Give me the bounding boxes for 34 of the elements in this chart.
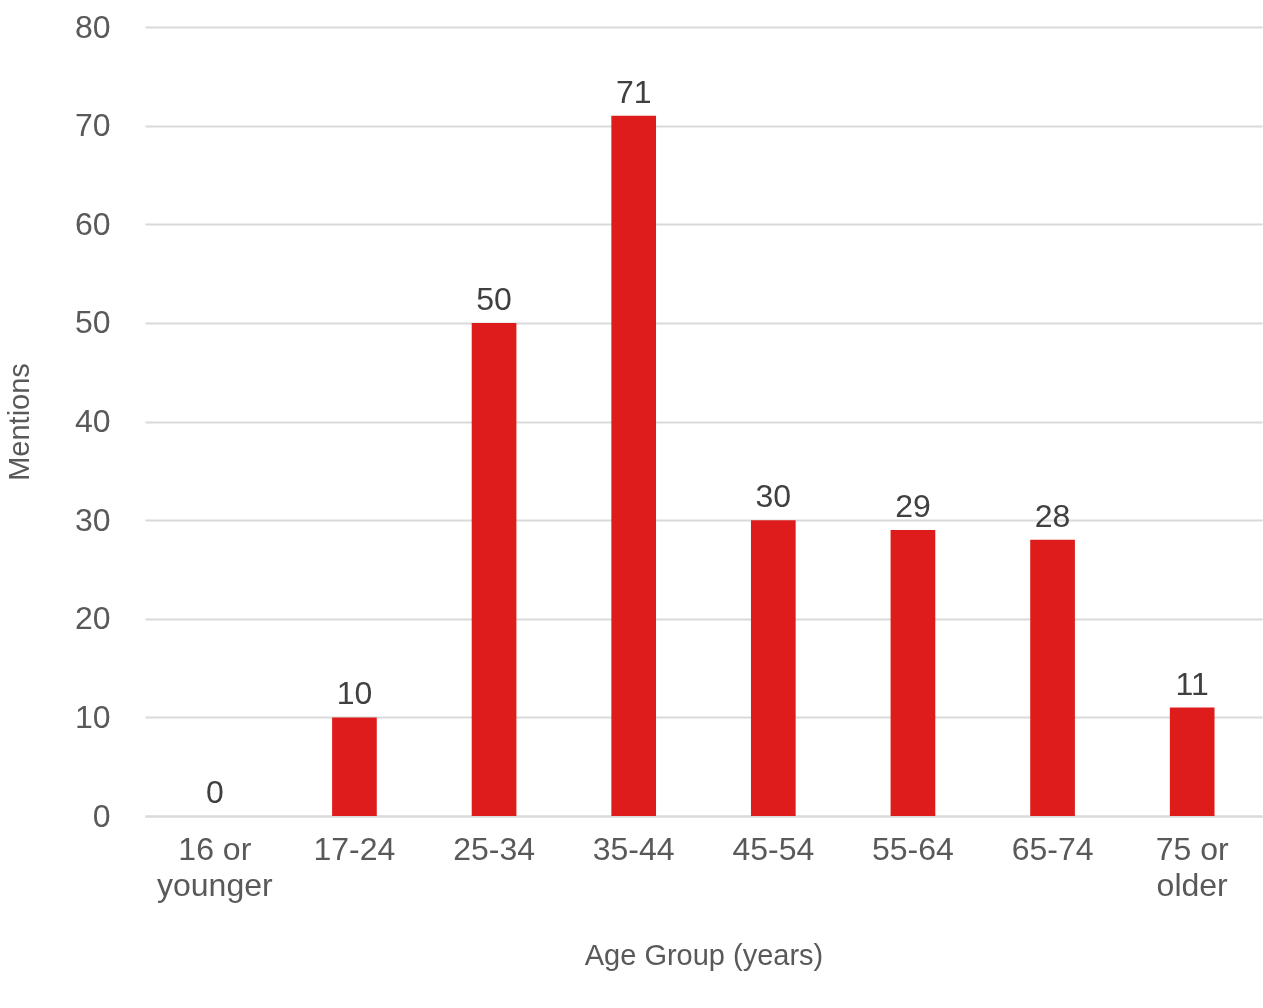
y-tick-label: 70 (74, 107, 111, 144)
y-tick-label: 80 (74, 8, 111, 45)
x-tick-label: 25-34 (453, 830, 535, 867)
bar (471, 322, 517, 816)
data-label: 10 (336, 675, 373, 712)
data-label: 0 (205, 774, 224, 810)
data-label: 11 (1175, 665, 1209, 702)
bar (750, 520, 796, 816)
x-tick-label: 45-54 (732, 830, 815, 867)
x-tick-label: 75 or older (1155, 830, 1229, 903)
x-tick-label: 16 or younger (156, 830, 273, 903)
bar (332, 717, 377, 816)
x-tick-label: 17-24 (313, 830, 396, 867)
y-tick-label: 60 (74, 205, 111, 242)
bar (611, 115, 657, 816)
data-label: 30 (755, 478, 792, 515)
y-axis-title: Mentions (2, 363, 35, 481)
y-tick-label: 40 (74, 403, 111, 439)
y-tick-label: 20 (74, 600, 111, 637)
y-tick-label: 30 (74, 501, 111, 538)
bar (890, 529, 936, 816)
bar (1030, 539, 1075, 816)
x-tick-label: 65-74 (1011, 830, 1094, 867)
data-label: 71 (615, 73, 652, 110)
data-label: 28 (1034, 497, 1071, 534)
y-tick-label: 50 (74, 304, 111, 341)
bar (1169, 707, 1215, 816)
y-tick-label: 10 (74, 698, 111, 735)
data-label: 29 (895, 487, 931, 524)
data-label: 50 (476, 280, 512, 317)
x-tick-label: 55-64 (872, 830, 954, 867)
y-tick-label: 0 (92, 797, 111, 834)
x-axis-title: Age Group (years) (584, 938, 824, 971)
x-tick-label: 35-44 (592, 830, 675, 867)
